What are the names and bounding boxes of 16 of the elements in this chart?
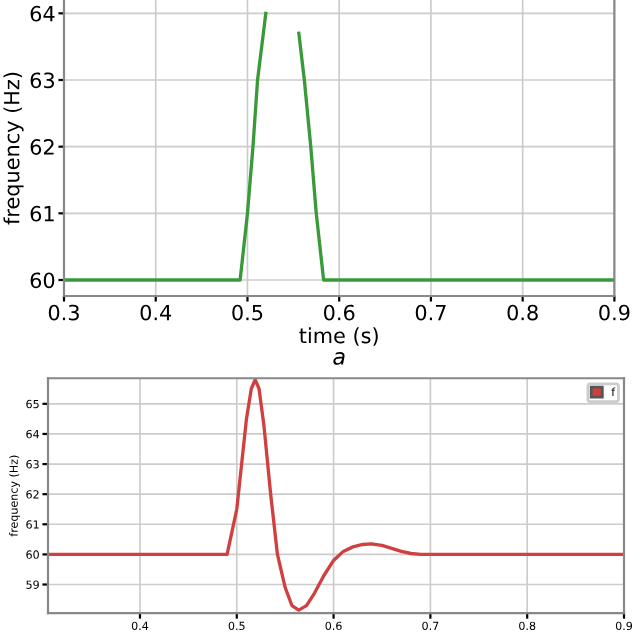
x-axis-title: time (s)	[299, 327, 378, 346]
line-series	[48, 378, 624, 612]
y-tick-label: 63	[30, 72, 54, 89]
x-tick-label: 0.9	[599, 304, 630, 321]
x-tick-label: 0.6	[324, 304, 355, 321]
y-axis-title: frequency (Hz)	[3, 72, 24, 225]
x-tick-label: 0.8	[507, 304, 538, 321]
x-tick-label: 0.7	[415, 304, 446, 321]
y-tick-label: 61	[30, 205, 54, 222]
y-tick-label: 60	[30, 272, 55, 289]
x-tick-label: 0.4	[140, 304, 172, 321]
x-tick-label: 0.3	[48, 304, 79, 321]
x-tick-label: 0.5	[232, 304, 263, 321]
y-tick-label: 64	[30, 5, 55, 22]
text: a	[333, 352, 345, 365]
y-tick-label: 62	[30, 139, 54, 155]
